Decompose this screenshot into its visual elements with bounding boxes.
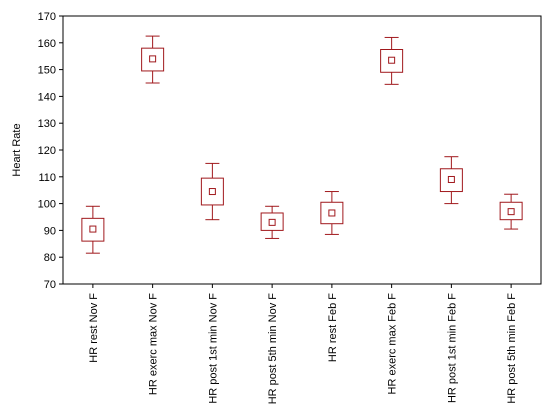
mean-marker [208, 188, 216, 196]
box-item [380, 36, 404, 85]
box-item [81, 205, 105, 254]
x-tick-label: HR post 1st min Nov F [207, 293, 219, 404]
box-rect [260, 212, 284, 231]
x-tick-label: HR exerc max Nov F [148, 293, 160, 395]
y-tick-label: 170 [38, 11, 56, 23]
x-tick-label: HR exerc max Feb F [387, 293, 399, 395]
y-tick-label: 100 [38, 199, 56, 211]
box-rect [81, 217, 105, 242]
y-tick-label: 140 [38, 91, 56, 103]
box-rect [141, 47, 165, 72]
mean-marker [89, 225, 97, 233]
box-item [320, 191, 344, 235]
y-tick-label: 90 [44, 225, 56, 237]
mean-marker [507, 208, 515, 216]
box-rect [439, 168, 463, 193]
box-item [260, 205, 284, 239]
x-axis: HR rest Nov F HR exerc max Nov F HR post 1… [88, 284, 518, 404]
mean-marker [149, 55, 157, 63]
x-tick-label: HR post 5th min Feb F [506, 293, 518, 404]
y-tick-label: 70 [44, 279, 56, 291]
box-item [499, 193, 523, 230]
y-tick-label: 130 [38, 118, 56, 130]
y-tick-label: 80 [44, 252, 56, 264]
y-axis-title: Heart Rate [11, 123, 23, 176]
x-tick-label: HR rest Feb F [327, 293, 339, 362]
y-tick-label: 160 [38, 38, 56, 50]
box-item [439, 156, 463, 205]
y-tick-label: 110 [38, 172, 56, 184]
box-item [200, 162, 224, 221]
mean-marker [328, 209, 336, 217]
mean-marker [268, 218, 276, 226]
x-tick-label: HR post 1st min Feb F [446, 293, 458, 403]
box-rect [200, 177, 224, 206]
y-tick-label: 120 [38, 145, 56, 157]
mean-marker [447, 175, 455, 183]
box-rect [320, 201, 344, 225]
x-tick-label: HR post 5th min Nov F [267, 293, 279, 405]
y-axis: 70 80 90 100 110 120 130 140 150 160 170 [38, 11, 63, 291]
y-tick-label: 150 [38, 65, 56, 77]
box-item [141, 35, 165, 84]
box-rect [380, 49, 404, 73]
box-rect [499, 201, 523, 221]
mean-marker [388, 56, 396, 64]
box-series [81, 35, 523, 254]
x-tick-label: HR rest Nov F [88, 293, 100, 363]
